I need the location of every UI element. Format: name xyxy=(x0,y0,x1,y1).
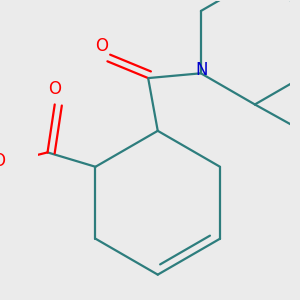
Text: O: O xyxy=(95,37,108,55)
Text: O: O xyxy=(48,80,61,98)
Text: O: O xyxy=(0,152,5,170)
Text: N: N xyxy=(196,61,208,79)
